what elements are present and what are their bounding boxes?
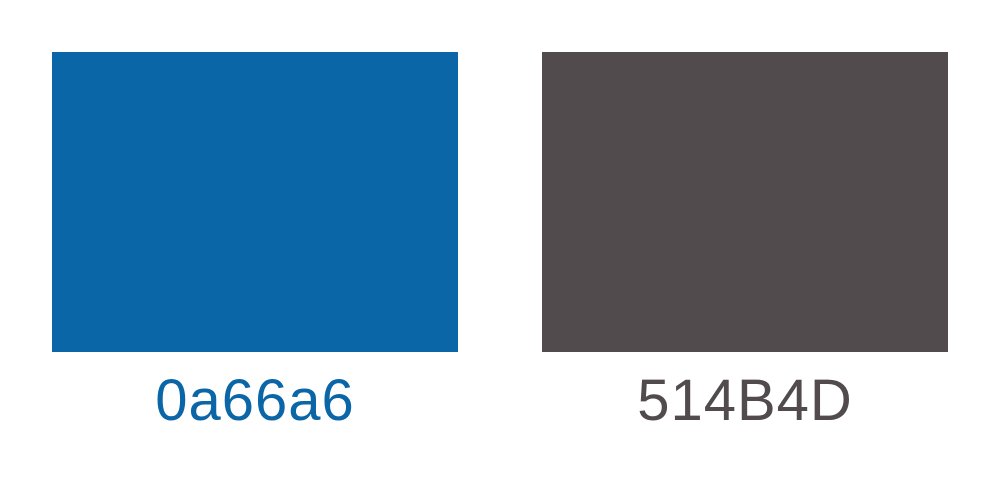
color-code-label-blue: 0a66a6 bbox=[155, 368, 355, 433]
color-swatch-blue bbox=[52, 52, 458, 352]
color-code-label-gray: 514B4D bbox=[637, 368, 853, 433]
color-swatch-gray bbox=[542, 52, 948, 352]
